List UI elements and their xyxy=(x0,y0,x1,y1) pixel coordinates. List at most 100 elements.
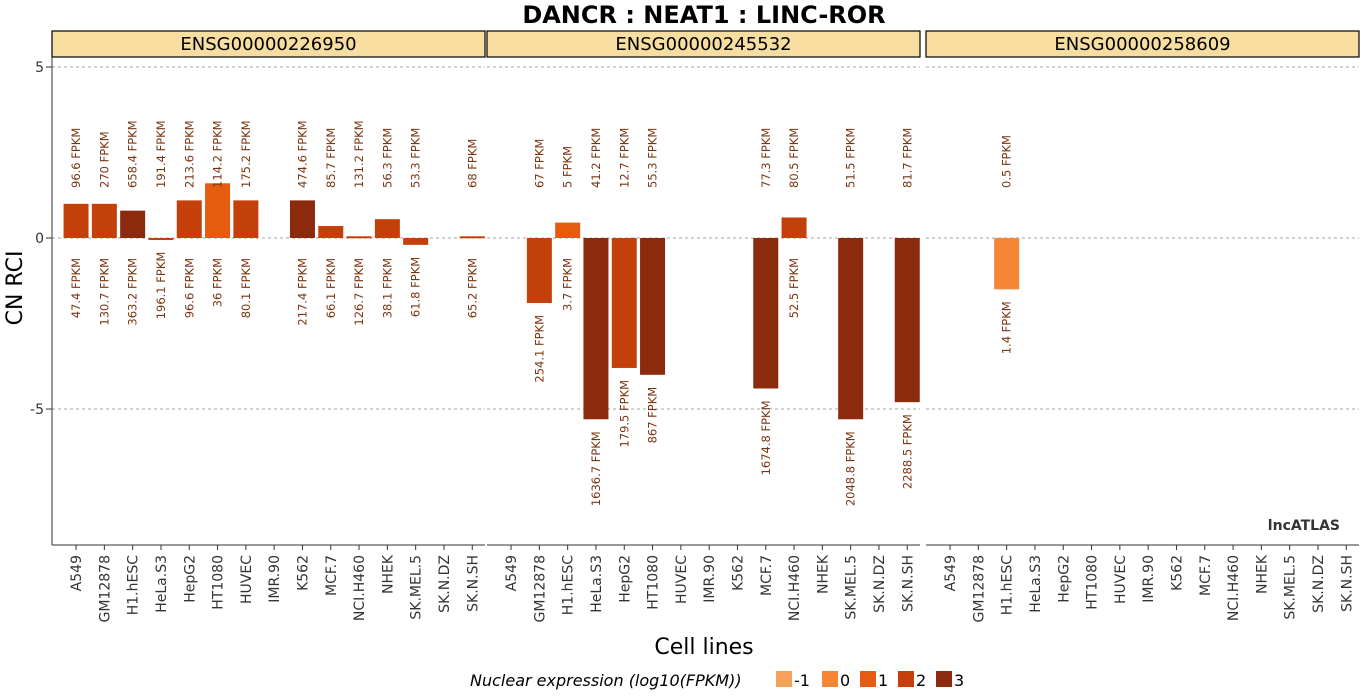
legend-swatch xyxy=(776,671,792,687)
x-tick-label: SK.N.SH xyxy=(900,555,916,612)
bar-label-cytoplasm: 12.7 FPKM xyxy=(617,128,631,188)
x-tick-label: SK.N.DZ xyxy=(872,555,888,613)
bar xyxy=(176,200,202,238)
bar-label-cytoplasm: 474.6 FPKM xyxy=(295,120,309,188)
x-tick-label: IMR.90 xyxy=(267,555,283,603)
x-tick-label: HeLa.S3 xyxy=(1028,555,1044,613)
bar-label-nucleus: 1674.8 FPKM xyxy=(759,400,773,475)
x-tick-label: HeLa.S3 xyxy=(589,555,605,613)
x-tick-label: K562 xyxy=(295,555,311,591)
bar xyxy=(894,238,920,403)
bar-label-nucleus: 254.1 FPKM xyxy=(532,315,546,383)
x-tick-label: HT1080 xyxy=(646,555,662,610)
bar-label-cytoplasm: 270 FPKM xyxy=(97,131,111,188)
x-tick-label: HeLa.S3 xyxy=(154,555,170,613)
chart-title: DANCR : NEAT1 : LINC-ROR xyxy=(522,1,885,29)
x-tick-label: GM12878 xyxy=(97,555,113,622)
plot-layer: 5 0 -5 ENSG00000226950 A549 96.6 FPKM 47.4 FPK… xyxy=(30,30,1360,622)
bar xyxy=(640,238,666,375)
facet-strip xyxy=(51,30,486,58)
bar xyxy=(346,236,372,239)
bar-label-cytoplasm: 51.5 FPKM xyxy=(844,128,858,188)
bar xyxy=(63,203,89,238)
x-tick-label: SK.N.DZ xyxy=(437,555,453,613)
x-tick-label: MCF.7 xyxy=(1198,555,1214,596)
bar-label-nucleus: 1636.7 FPKM xyxy=(589,431,603,506)
x-tick-label: K562 xyxy=(1169,555,1185,591)
x-tick-label: HepG2 xyxy=(617,555,633,603)
y-tick-label: 5 xyxy=(35,60,44,76)
bar-label-cytoplasm: 68 FPKM xyxy=(465,139,479,188)
x-tick-label: SK.N.DZ xyxy=(1311,555,1327,613)
x-tick-label: SK.N.SH xyxy=(1339,555,1355,612)
bar-label-cytoplasm: 96.6 FPKM xyxy=(69,128,83,188)
bar-label-cytoplasm: 658.4 FPKM xyxy=(126,120,140,188)
bar xyxy=(611,238,637,368)
x-tick-label: SK.MEL.5 xyxy=(1283,555,1299,620)
bar xyxy=(753,238,779,389)
bar xyxy=(838,238,864,420)
watermark-lncatlas: lncATLAS xyxy=(1268,518,1340,534)
bar-label-nucleus: 363.2 FPKM xyxy=(126,258,140,326)
x-tick-label: HUVEC xyxy=(1113,555,1129,604)
facet-strip-label: ENSG00000226950 xyxy=(180,34,356,55)
x-tick-label: MCF.7 xyxy=(324,555,340,596)
x-tick-label: NCI.H460 xyxy=(1226,555,1242,621)
bar-label-nucleus: 130.7 FPKM xyxy=(97,258,111,326)
bar-label-cytoplasm: 80.5 FPKM xyxy=(787,128,801,188)
bar-label-nucleus: 196.1 FPKM xyxy=(154,252,168,320)
bar xyxy=(205,183,231,238)
x-tick-label: SK.MEL.5 xyxy=(844,555,860,620)
y-axis-title: CN RCI xyxy=(3,251,28,326)
bar-label-nucleus: 38.1 FPKM xyxy=(380,258,394,318)
x-tick-label: MCF.7 xyxy=(759,555,775,596)
y-tick-label: 0 xyxy=(35,231,44,247)
bar-label-nucleus: 2288.5 FPKM xyxy=(900,414,914,489)
bar-label-nucleus: 3.7 FPKM xyxy=(561,258,575,311)
legend-title: Nuclear expression (log10(FPKM)) xyxy=(470,671,742,690)
x-tick-label: HUVEC xyxy=(239,555,255,604)
x-tick-label: A549 xyxy=(504,555,520,591)
bar-label-cytoplasm: 81.7 FPKM xyxy=(900,128,914,188)
x-tick-label: H1.hESC xyxy=(1000,555,1016,615)
legend-swatch xyxy=(898,671,914,687)
legend-label: -1 xyxy=(794,671,810,690)
x-tick-label: IMR.90 xyxy=(702,555,718,603)
bar-label-nucleus: 66.1 FPKM xyxy=(324,258,338,318)
x-tick-label: NCI.H460 xyxy=(787,555,803,621)
bar xyxy=(459,236,485,239)
bar-label-nucleus: 47.4 FPKM xyxy=(69,258,83,318)
bar-label-cytoplasm: 77.3 FPKM xyxy=(759,128,773,188)
bar-label-nucleus: 217.4 FPKM xyxy=(295,258,309,326)
facet-strip-label: ENSG00000258609 xyxy=(1054,34,1230,55)
bar-label-nucleus: 867 FPKM xyxy=(646,387,660,444)
bar-label-cytoplasm: 41.2 FPKM xyxy=(589,128,603,188)
bar-label-cytoplasm: 191.4 FPKM xyxy=(154,120,168,188)
bar xyxy=(233,200,259,238)
bar xyxy=(289,200,315,238)
bar-label-nucleus: 179.5 FPKM xyxy=(617,380,631,448)
bar xyxy=(994,238,1020,290)
bar xyxy=(583,238,609,420)
x-tick-label: NHEK xyxy=(380,554,396,594)
bar-label-nucleus: 80.1 FPKM xyxy=(239,258,253,318)
x-tick-label: K562 xyxy=(730,555,746,591)
legend-swatch xyxy=(822,671,838,687)
bar-label-nucleus: 126.7 FPKM xyxy=(352,258,366,326)
legend: Nuclear expression (log10(FPKM)) -1 0 1 2 3 xyxy=(470,671,964,690)
x-tick-label: A549 xyxy=(69,555,85,591)
x-axis-title: Cell lines xyxy=(654,635,753,660)
bar-label-nucleus: 96.6 FPKM xyxy=(182,258,196,318)
legend-label: 0 xyxy=(840,671,850,690)
legend-items: -1 0 1 2 3 xyxy=(776,671,964,690)
legend-label: 2 xyxy=(916,671,926,690)
bar-label-cytoplasm: 85.7 FPKM xyxy=(324,128,338,188)
x-tick-label: NHEK xyxy=(1254,554,1270,594)
x-tick-label: IMR.90 xyxy=(1141,555,1157,603)
x-tick-label: SK.MEL.5 xyxy=(409,555,425,620)
bar-label-nucleus: 65.2 FPKM xyxy=(465,258,479,318)
legend-swatch xyxy=(936,671,952,687)
legend-swatch xyxy=(860,671,876,687)
bar xyxy=(318,226,344,238)
